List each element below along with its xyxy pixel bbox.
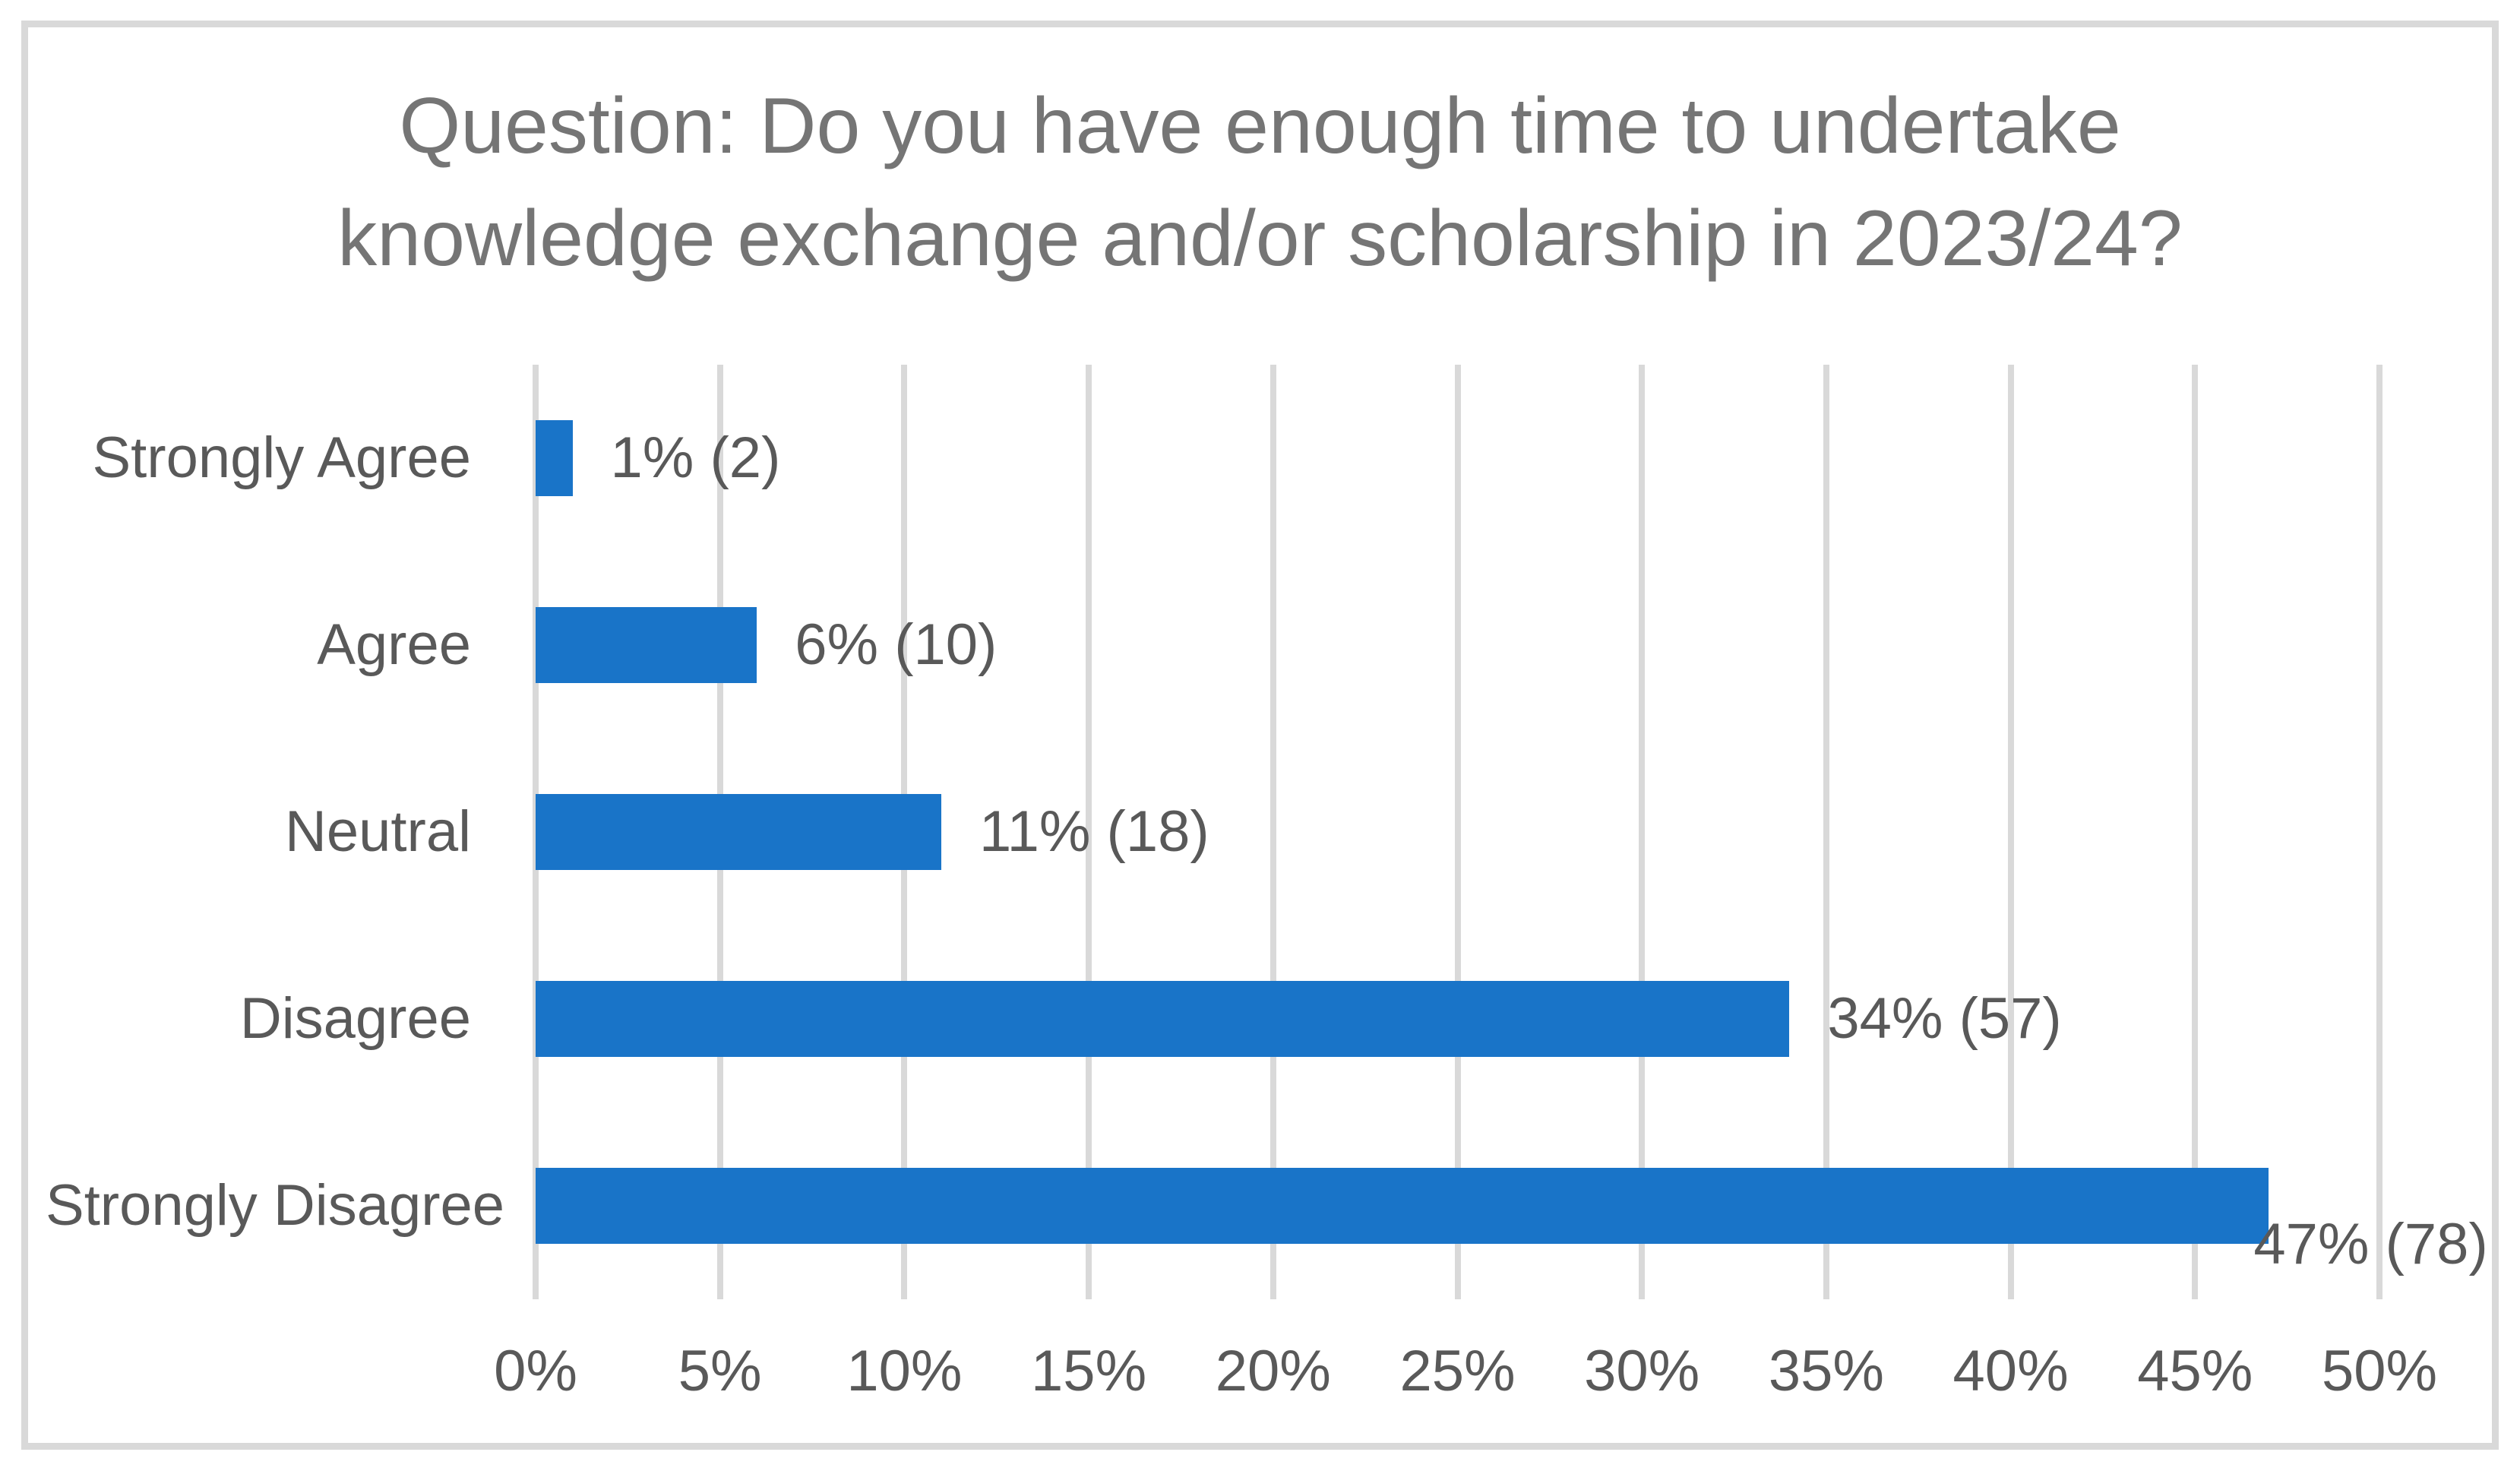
x-axis-tick-label: 25% (1399, 1339, 1516, 1403)
x-axis-tick-label: 15% (1031, 1339, 1147, 1403)
category-label: Agree (317, 612, 471, 677)
gridline-40% (2007, 365, 2014, 1299)
gridline-45% (2192, 365, 2199, 1299)
x-axis-tick-label: 35% (1768, 1339, 1884, 1403)
x-axis-tick-label: 40% (1952, 1339, 2069, 1403)
category-label: Neutral (285, 799, 471, 864)
data-label: 11% (18) (979, 799, 1209, 864)
chart-title: Question: Do you have enough time to und… (0, 70, 2520, 295)
bar-disagree (536, 981, 1790, 1057)
bar-agree (536, 607, 757, 683)
bar-strongly-agree (536, 420, 573, 496)
data-label: 6% (10) (795, 612, 998, 677)
gridline-35% (1823, 365, 1829, 1299)
plot-area (533, 365, 2382, 1299)
gridline-25% (1454, 365, 1461, 1299)
x-axis-tick-label: 45% (2137, 1339, 2253, 1403)
category-label: Disagree (239, 986, 471, 1051)
gridline-50% (2376, 365, 2382, 1299)
x-axis-tick-label: 0% (494, 1339, 577, 1403)
x-axis-tick-label: 50% (2321, 1339, 2438, 1403)
data-label: 34% (57) (1827, 986, 2062, 1051)
x-axis-tick-label: 10% (846, 1339, 963, 1403)
bar-strongly-disagree (536, 1168, 2269, 1244)
gridline-20% (1269, 365, 1276, 1299)
gridline-30% (1639, 365, 1646, 1299)
category-label: Strongly Agree (92, 425, 471, 490)
x-axis-tick-label: 20% (1215, 1339, 1331, 1403)
chart-title-line1: Question: Do you have enough time to und… (399, 82, 2121, 170)
data-label: 47% (78) (2253, 1212, 2488, 1276)
bar-neutral (536, 794, 941, 870)
data-label: 1% (2) (610, 425, 781, 490)
x-axis-tick-label: 5% (678, 1339, 762, 1403)
x-axis-tick-label: 30% (1584, 1339, 1700, 1403)
gridline-15% (1086, 365, 1092, 1299)
category-label: Strongly Disagree (46, 1173, 505, 1238)
chart-title-line2: knowledge exchange and/or scholarship in… (337, 195, 2183, 283)
